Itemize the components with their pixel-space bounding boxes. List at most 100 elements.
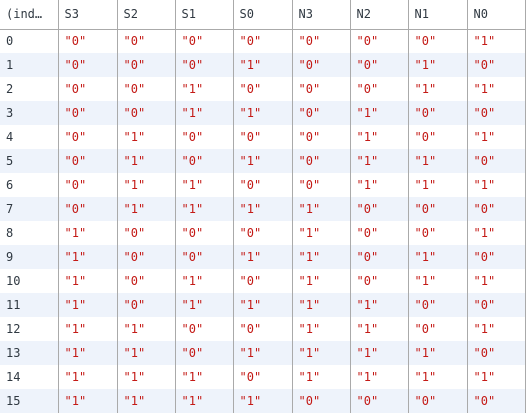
table-row[interactable]: 10 "1" "0" "1" "0" "1" "0" "1" "1"	[0, 269, 526, 293]
table-cell: "0"	[291, 101, 351, 125]
table-cell: "0"	[232, 77, 293, 101]
table-body: 0 "0" "0" "0" "0" "0" "0" "0" "1" 1 "0" "0" "0" "1" "0…	[0, 29, 526, 413]
table-row[interactable]: 6 "0" "1" "1" "0" "0" "1" "1" "1"	[0, 173, 526, 197]
table-cell: "1"	[232, 149, 293, 173]
table-cell: "1"	[232, 101, 293, 125]
column-header-n1[interactable]: N1	[407, 0, 468, 30]
table-cell: "1"	[291, 221, 351, 245]
table-cell: "1"	[57, 269, 118, 293]
table-cell: "1"	[349, 173, 409, 197]
table-row[interactable]: 7 "0" "1" "1" "1" "1" "0" "0" "0"	[0, 197, 526, 221]
table-cell: "0"	[407, 221, 468, 245]
table-cell: "0"	[116, 221, 176, 245]
table-cell: "1"	[349, 125, 409, 149]
table-cell: "0"	[466, 149, 526, 173]
table-cell: "1"	[232, 389, 293, 413]
table-row[interactable]: 15 "1" "1" "1" "1" "0" "0" "0" "0"	[0, 389, 526, 413]
table-cell: "0"	[407, 125, 468, 149]
table-cell: "0"	[116, 77, 176, 101]
table-cell: "0"	[466, 341, 526, 365]
table-cell: "1"	[349, 317, 409, 341]
table-row[interactable]: 14 "1" "1" "1" "0" "1" "1" "1" "1"	[0, 365, 526, 389]
table-cell: "0"	[174, 53, 234, 77]
row-index-cell: 12	[0, 317, 59, 341]
table-cell: "0"	[116, 53, 176, 77]
table-cell: "0"	[57, 125, 118, 149]
column-header-index[interactable]: (ind…	[0, 0, 59, 30]
table-cell: "1"	[232, 245, 293, 269]
row-index-cell: 1	[0, 53, 59, 77]
table-cell: "1"	[174, 197, 234, 221]
column-header-n0[interactable]: N0	[466, 0, 526, 30]
table-row[interactable]: 13 "1" "1" "0" "1" "1" "1" "1" "0"	[0, 341, 526, 365]
table-cell: "0"	[349, 389, 409, 413]
table-cell: "1"	[407, 77, 468, 101]
table-cell: "1"	[174, 293, 234, 317]
column-header-s1[interactable]: S1	[174, 0, 234, 30]
table-row[interactable]: 4 "0" "1" "0" "0" "0" "1" "0" "1"	[0, 125, 526, 149]
table-cell: "1"	[57, 365, 118, 389]
table-cell: "0"	[57, 101, 118, 125]
table-cell: "0"	[407, 317, 468, 341]
table-cell: "1"	[116, 125, 176, 149]
table-cell: "0"	[349, 197, 409, 221]
row-index-cell: 6	[0, 173, 59, 197]
table-cell: "1"	[57, 389, 118, 413]
table-cell: "1"	[349, 149, 409, 173]
table-cell: "1"	[407, 173, 468, 197]
table-cell: "0"	[466, 293, 526, 317]
table-cell: "0"	[291, 173, 351, 197]
table-cell: "0"	[466, 197, 526, 221]
table-row[interactable]: 1 "0" "0" "0" "1" "0" "0" "1" "0"	[0, 53, 526, 77]
table-row[interactable]: 3 "0" "0" "1" "1" "0" "1" "0" "0"	[0, 101, 526, 125]
row-index-cell: 4	[0, 125, 59, 149]
table-cell: "1"	[407, 341, 468, 365]
table-row[interactable]: 2 "0" "0" "1" "0" "0" "0" "1" "1"	[0, 77, 526, 101]
column-header-s3[interactable]: S3	[57, 0, 118, 30]
column-header-n2[interactable]: N2	[349, 0, 409, 30]
column-header-s0[interactable]: S0	[232, 0, 293, 30]
table-cell: "0"	[57, 53, 118, 77]
table-cell: "1"	[407, 269, 468, 293]
table-row[interactable]: 9 "1" "0" "0" "1" "1" "0" "1" "0"	[0, 245, 526, 269]
table-cell: "0"	[291, 389, 351, 413]
table-cell: "1"	[116, 341, 176, 365]
table-cell: "0"	[174, 149, 234, 173]
table-cell: "1"	[116, 197, 176, 221]
row-index-cell: 0	[0, 29, 59, 53]
table-cell: "1"	[232, 53, 293, 77]
table-cell: "0"	[466, 245, 526, 269]
table-cell: "0"	[174, 245, 234, 269]
table-cell: "1"	[174, 77, 234, 101]
table-cell: "0"	[174, 341, 234, 365]
table-row[interactable]: 8 "1" "0" "0" "0" "1" "0" "0" "1"	[0, 221, 526, 245]
table-cell: "0"	[232, 29, 293, 53]
row-index-cell: 14	[0, 365, 59, 389]
table-cell: "1"	[466, 365, 526, 389]
table-cell: "0"	[291, 29, 351, 53]
table-cell: "1"	[116, 389, 176, 413]
column-header-s2[interactable]: S2	[116, 0, 176, 30]
column-header-n3[interactable]: N3	[291, 0, 351, 30]
table-row[interactable]: 0 "0" "0" "0" "0" "0" "0" "0" "1"	[0, 29, 526, 53]
table-cell: "0"	[174, 125, 234, 149]
table-row[interactable]: 12 "1" "1" "0" "0" "1" "1" "0" "1"	[0, 317, 526, 341]
table-cell: "1"	[291, 317, 351, 341]
table-cell: "0"	[291, 125, 351, 149]
table-cell: "1"	[466, 77, 526, 101]
table-cell: "1"	[291, 365, 351, 389]
table-row[interactable]: 11 "1" "0" "1" "1" "1" "1" "0" "0"	[0, 293, 526, 317]
row-index-cell: 10	[0, 269, 59, 293]
table-cell: "0"	[291, 77, 351, 101]
table-cell: "0"	[407, 101, 468, 125]
table-cell: "1"	[349, 101, 409, 125]
table-cell: "1"	[174, 101, 234, 125]
row-index-cell: 5	[0, 149, 59, 173]
table-cell: "0"	[57, 197, 118, 221]
table-cell: "0"	[407, 389, 468, 413]
table-cell: "1"	[57, 221, 118, 245]
table-cell: "0"	[57, 149, 118, 173]
table-cell: "1"	[174, 173, 234, 197]
table-row[interactable]: 5 "0" "1" "0" "1" "0" "1" "1" "0"	[0, 149, 526, 173]
table-cell: "1"	[116, 149, 176, 173]
